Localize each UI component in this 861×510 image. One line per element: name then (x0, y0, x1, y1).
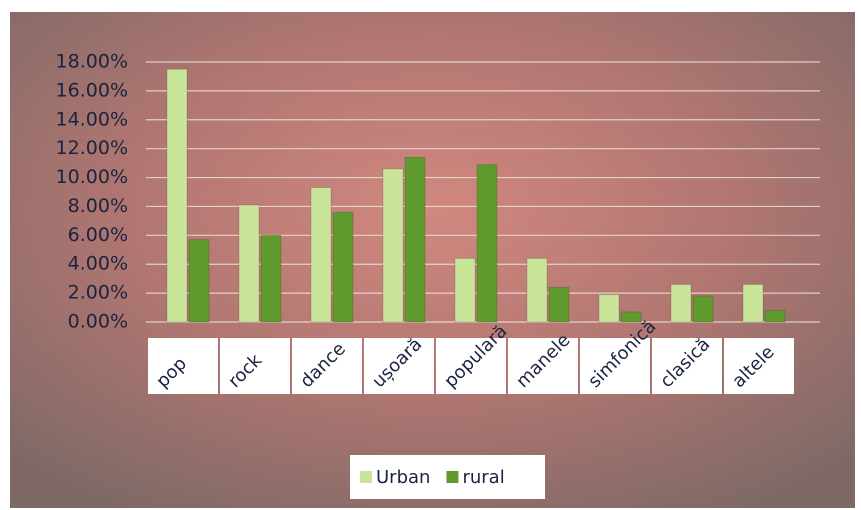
bar (476, 164, 498, 323)
legend-label: rural (462, 467, 504, 488)
y-tick-label: 16.00% (56, 79, 128, 101)
bar (382, 168, 404, 323)
bar (526, 257, 548, 323)
category-box (220, 338, 290, 394)
legend-swatch (446, 471, 459, 483)
category-box (724, 338, 794, 394)
y-tick-label: 12.00% (56, 137, 128, 159)
legend-swatch (360, 471, 372, 483)
y-tick-label: 4.00% (68, 253, 128, 275)
bar (238, 204, 260, 323)
bar (670, 283, 692, 323)
y-tick-label: 10.00% (56, 166, 128, 188)
category-box (364, 338, 434, 394)
category-box (148, 338, 218, 394)
bar (742, 283, 764, 323)
y-tick-label: 2.00% (68, 282, 128, 304)
y-tick-label: 18.00% (56, 51, 128, 73)
category-box (652, 338, 722, 394)
category-box (292, 338, 362, 394)
legend-label: Urban (376, 467, 430, 488)
category-box (436, 338, 506, 394)
bar (332, 211, 354, 323)
bar (188, 239, 210, 323)
bar (310, 187, 332, 323)
bar (404, 156, 426, 323)
background (10, 12, 855, 508)
y-tick-label: 8.00% (68, 195, 128, 217)
y-tick-label: 6.00% (68, 224, 128, 246)
category-box (508, 338, 578, 394)
background-wash (10, 12, 855, 508)
bar (260, 234, 282, 323)
y-tick-label: 0.00% (68, 311, 128, 333)
bar (620, 311, 642, 323)
bar (692, 295, 714, 323)
bar (166, 68, 188, 323)
bar (454, 257, 476, 323)
category-box (580, 338, 650, 394)
bar (764, 309, 786, 323)
bar (598, 294, 620, 323)
y-tick-label: 14.00% (56, 108, 128, 130)
bar (548, 286, 570, 323)
